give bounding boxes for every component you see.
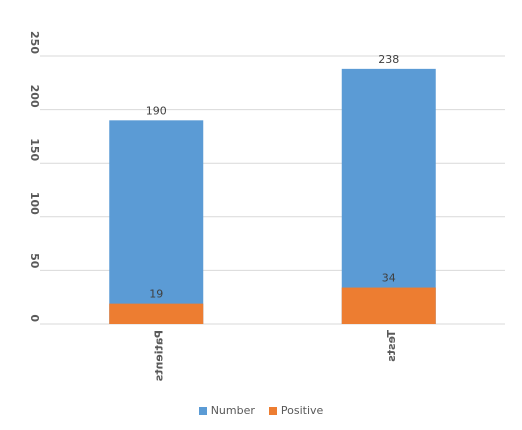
y-tick-label-2: 100 xyxy=(28,192,41,215)
legend: Number Positive xyxy=(0,404,522,417)
bar-number-tests xyxy=(341,68,436,324)
x-tick-label-tests: Tests xyxy=(385,330,398,362)
bar-positive-patients xyxy=(109,303,204,324)
x-tick-label-patients: Patients xyxy=(152,330,165,382)
legend-swatch-number xyxy=(198,406,207,415)
legend-entry-positive: Positive xyxy=(268,404,324,417)
y-tick-label-5: 250 xyxy=(28,31,41,54)
y-tick-label-1: 50 xyxy=(28,253,41,269)
data-label-positive-tests: 34 xyxy=(382,272,396,285)
legend-label-number: Number xyxy=(210,404,255,417)
data-label-number-patients: 190 xyxy=(146,104,167,117)
legend-label-positive: Positive xyxy=(280,404,324,417)
y-tick-label-3: 150 xyxy=(28,138,41,161)
y-tick-label-4: 200 xyxy=(28,85,41,108)
legend-swatch-positive xyxy=(268,406,277,415)
legend-entry-number: Number xyxy=(198,404,255,417)
bar-positive-tests xyxy=(341,287,436,324)
y-tick-label-0: 0 xyxy=(28,314,41,322)
data-label-positive-patients: 19 xyxy=(149,288,163,301)
bar-number-patients xyxy=(109,120,204,324)
data-label-number-tests: 238 xyxy=(378,53,399,66)
